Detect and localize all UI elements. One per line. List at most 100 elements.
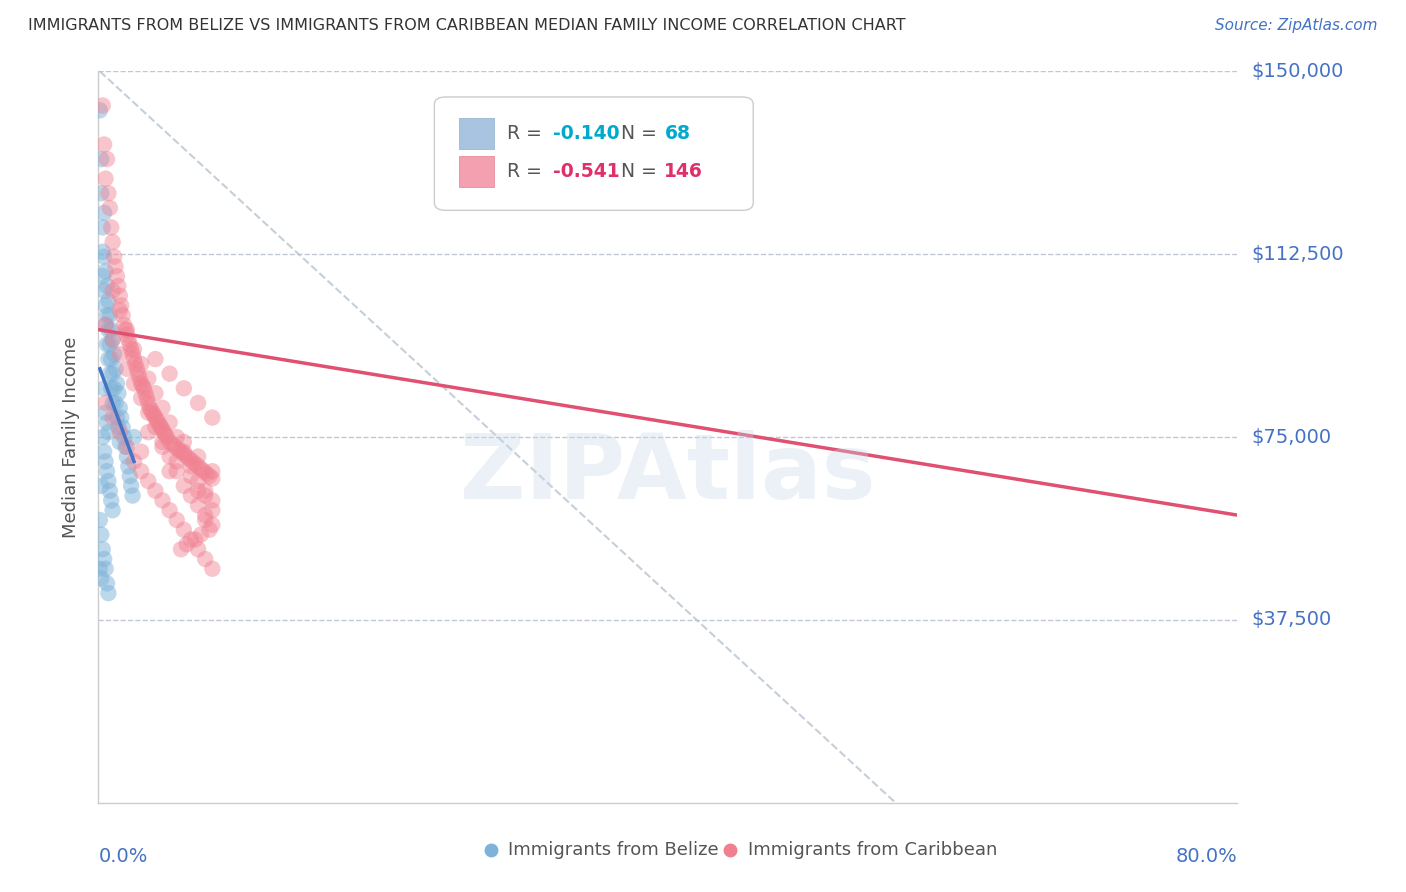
Point: [114, 323, 136, 337]
Text: N =: N =: [621, 124, 664, 143]
Point: [96, 152, 118, 166]
Point: [111, 308, 134, 322]
FancyBboxPatch shape: [434, 97, 754, 211]
Point: [120, 479, 142, 493]
Point: [190, 527, 212, 541]
Point: [97, 474, 120, 488]
Point: [139, 403, 162, 417]
Point: [110, 298, 132, 312]
Point: [114, 440, 136, 454]
Point: [112, 318, 135, 332]
Point: [115, 440, 138, 454]
Point: [90, 479, 112, 493]
Point: [152, 440, 174, 454]
Point: [108, 425, 131, 440]
Point: [187, 474, 209, 488]
Point: [111, 420, 134, 434]
Point: [105, 376, 128, 391]
Point: [97, 586, 120, 600]
Point: [176, 450, 198, 464]
Point: [91, 220, 114, 235]
Point: [122, 352, 145, 367]
Point: [195, 467, 218, 481]
Point: [93, 552, 115, 566]
Point: [101, 503, 124, 517]
Point: [108, 347, 131, 361]
Point: [170, 542, 193, 557]
Point: [117, 333, 139, 347]
Point: [145, 352, 167, 367]
Point: [138, 401, 160, 415]
Point: [94, 318, 117, 332]
Point: [187, 499, 209, 513]
Point: [89, 513, 111, 527]
Point: [201, 517, 224, 532]
Point: [98, 483, 121, 498]
Point: [93, 206, 115, 220]
Point: [142, 408, 165, 422]
Point: [176, 537, 198, 551]
Point: [103, 381, 125, 395]
Point: [135, 391, 157, 405]
Point: [100, 323, 122, 337]
Point: [166, 464, 188, 478]
Point: [104, 260, 127, 274]
Point: [122, 343, 145, 357]
Point: [184, 533, 207, 547]
Point: [198, 469, 221, 483]
Point: [103, 347, 125, 361]
Point: [194, 508, 217, 522]
Point: [159, 450, 181, 464]
Point: [166, 430, 188, 444]
Point: [108, 288, 131, 302]
Text: 0.0%: 0.0%: [98, 847, 148, 866]
Point: [122, 454, 145, 468]
Point: [198, 523, 221, 537]
Point: [180, 469, 202, 483]
Y-axis label: Median Family Income: Median Family Income: [62, 336, 80, 538]
Point: [152, 434, 174, 449]
Point: [166, 454, 188, 468]
Point: [115, 327, 138, 342]
Point: [187, 483, 209, 498]
Point: [201, 562, 224, 576]
Point: [180, 533, 202, 547]
Point: [141, 406, 163, 420]
Point: [98, 337, 121, 351]
Text: R =: R =: [508, 124, 548, 143]
Text: -0.541: -0.541: [553, 162, 620, 181]
Point: [134, 386, 156, 401]
Point: [190, 462, 212, 476]
Point: [145, 410, 167, 425]
Point: [101, 284, 124, 298]
Point: [96, 416, 118, 430]
Point: [201, 503, 224, 517]
Point: [94, 562, 117, 576]
Point: [108, 303, 131, 318]
Point: [170, 444, 193, 458]
Point: [97, 186, 120, 201]
Point: [94, 396, 117, 410]
Point: [107, 386, 129, 401]
Point: [91, 98, 114, 112]
Point: [103, 250, 125, 264]
Point: [104, 361, 127, 376]
Point: [96, 464, 118, 478]
Point: [91, 542, 114, 557]
Point: [128, 371, 150, 385]
Point: [91, 430, 114, 444]
Point: [127, 367, 149, 381]
Point: [166, 513, 188, 527]
Point: [90, 572, 112, 586]
Point: [98, 201, 121, 215]
Point: [159, 464, 181, 478]
Point: [131, 379, 153, 393]
Point: [159, 503, 181, 517]
Text: ZIPAtlas: ZIPAtlas: [460, 430, 876, 517]
Point: [98, 308, 121, 322]
Point: [148, 416, 170, 430]
Point: [173, 381, 195, 395]
Point: [105, 410, 128, 425]
Point: [118, 469, 141, 483]
Point: [173, 434, 195, 449]
